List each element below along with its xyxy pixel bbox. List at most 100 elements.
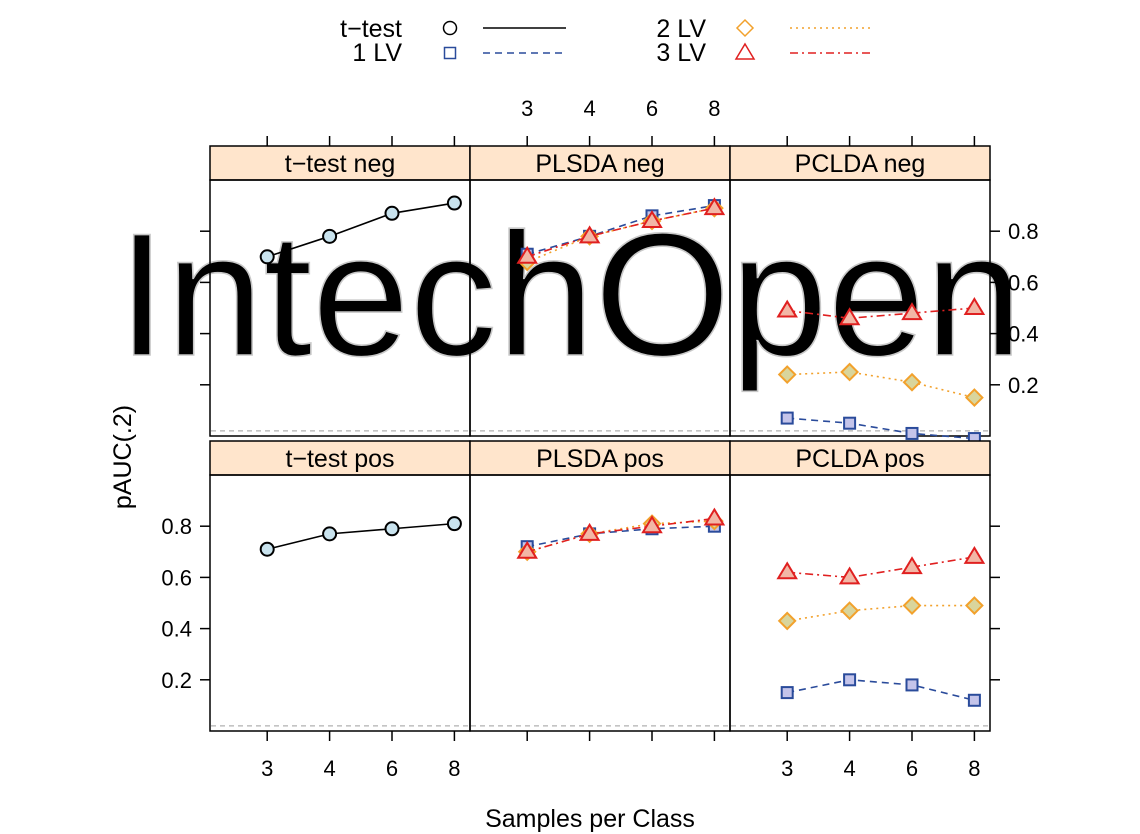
data-point-2-lv bbox=[840, 362, 860, 382]
legend-marker-3-lv bbox=[734, 42, 756, 60]
y-tick-label-right: 0.6 bbox=[1008, 270, 1039, 295]
y-tick-label-left: 0.6 bbox=[161, 565, 192, 590]
legend-marker-1-lv bbox=[443, 46, 457, 60]
series-line-2-lv bbox=[787, 371, 975, 399]
data-point-2-lv bbox=[777, 611, 797, 631]
panel-frame-pclda-neg bbox=[729, 179, 991, 437]
data-point-3-lv bbox=[578, 522, 601, 541]
legend-label-1-lv: 1 LV bbox=[352, 39, 402, 67]
panel-plsda-pos: PLSDA pos bbox=[469, 440, 731, 732]
data-point-3-lv bbox=[776, 299, 798, 318]
data-point-t-test bbox=[446, 195, 462, 211]
panel-title-t-test-neg: t−test neg bbox=[285, 150, 396, 178]
data-point-1-lv bbox=[780, 411, 794, 425]
x-tick-label-bottom: 8 bbox=[968, 756, 980, 781]
x-tick-label-bottom: 3 bbox=[261, 756, 273, 781]
series-line-2-lv bbox=[526, 520, 715, 553]
legend-label-3-lv: 3 LV bbox=[656, 39, 706, 67]
panel-frame-pclda-pos bbox=[729, 474, 991, 732]
y-tick-label-left: 0.2 bbox=[161, 668, 192, 693]
data-point-t-test bbox=[259, 541, 275, 557]
legend-label-2-lv: 2 LV bbox=[656, 15, 706, 43]
panel-frame-t-test-pos bbox=[209, 474, 471, 732]
y-axis-title: pAUC(.2) bbox=[109, 405, 137, 509]
x-tick-label-bottom: 4 bbox=[323, 756, 335, 781]
data-point-3-lv bbox=[901, 556, 923, 575]
x-axis-title: Samples per Class bbox=[485, 805, 695, 833]
series-line-3-lv bbox=[787, 556, 975, 579]
data-point-3-lv bbox=[703, 507, 726, 526]
data-point-1-lv bbox=[780, 686, 794, 700]
data-point-1-lv bbox=[967, 693, 981, 707]
x-tick-label-bottom: 3 bbox=[781, 756, 793, 781]
series-line-3-lv bbox=[526, 517, 715, 553]
y-tick-label-right: 0.4 bbox=[1008, 322, 1039, 347]
series-line-t-test bbox=[267, 522, 455, 551]
panel-title-t-test-pos: t−test pos bbox=[285, 445, 394, 473]
data-point-3-lv bbox=[838, 566, 861, 585]
panel-title-pclda-pos: PCLDA pos bbox=[795, 445, 924, 473]
y-tick-label-left: 0.8 bbox=[161, 514, 192, 539]
x-tick-label-top: 6 bbox=[646, 96, 658, 121]
y-tick-label-right: 0.2 bbox=[1008, 373, 1039, 398]
x-tick-label-bottom: 4 bbox=[843, 756, 855, 781]
legend-marker-t-test bbox=[442, 20, 458, 36]
data-point-3-lv bbox=[641, 210, 663, 228]
x-tick-label-top: 3 bbox=[521, 96, 533, 121]
panel-title-plsda-pos: PLSDA pos bbox=[536, 445, 664, 473]
strip-pclda-neg bbox=[729, 145, 991, 181]
panel-t-test-pos: t−test pos bbox=[209, 440, 471, 732]
y-tick-label-left: 0.4 bbox=[161, 617, 192, 642]
panel-plsda-neg: PLSDA neg bbox=[469, 145, 731, 437]
data-point-2-lv bbox=[902, 596, 922, 615]
data-point-3-lv bbox=[963, 545, 986, 564]
data-point-2-lv bbox=[902, 372, 922, 392]
data-point-2-lv bbox=[777, 365, 797, 384]
x-tick-label-bottom: 6 bbox=[386, 756, 398, 781]
panel-pclda-pos: PCLDA pos bbox=[729, 440, 991, 732]
data-point-3-lv bbox=[641, 515, 663, 534]
strip-pclda-pos bbox=[729, 440, 991, 476]
watermark: IntechOpen bbox=[118, 198, 1023, 393]
data-point-3-lv bbox=[703, 197, 726, 216]
data-point-t-test bbox=[446, 516, 462, 532]
series-line-3-lv bbox=[526, 207, 715, 258]
panel-pclda-neg: PCLDA neg bbox=[729, 145, 991, 446]
data-point-3-lv bbox=[776, 561, 798, 580]
data-point-1-lv bbox=[843, 673, 857, 687]
x-tick-label-top: 4 bbox=[583, 96, 595, 121]
data-point-1-lv bbox=[905, 678, 919, 692]
data-point-2-lv bbox=[840, 601, 860, 621]
data-point-3-lv bbox=[963, 297, 986, 315]
series-line-t-test bbox=[266, 202, 455, 258]
x-tick-label-top: 8 bbox=[708, 96, 720, 121]
data-point-3-lv bbox=[516, 245, 538, 264]
data-point-3-lv bbox=[838, 307, 861, 326]
series-line-3-lv bbox=[787, 307, 975, 320]
y-tick-label-right: 0.8 bbox=[1008, 219, 1039, 244]
series-line-2-lv bbox=[526, 207, 715, 263]
x-tick-label-bottom: 6 bbox=[906, 756, 918, 781]
data-point-t-test bbox=[322, 228, 338, 244]
data-point-3-lv bbox=[901, 302, 923, 321]
data-point-2-lv bbox=[964, 388, 984, 408]
panel-frame-plsda-pos bbox=[469, 474, 731, 732]
data-point-1-lv bbox=[843, 416, 857, 430]
panel-title-pclda-neg: PCLDA neg bbox=[795, 150, 926, 178]
data-point-t-test bbox=[384, 205, 400, 221]
series-line-2-lv bbox=[787, 604, 975, 622]
legend-label-t-test: t−test bbox=[340, 15, 402, 43]
data-point-t-test bbox=[322, 526, 338, 542]
series-line-1-lv bbox=[526, 204, 715, 256]
data-point-3-lv bbox=[516, 540, 538, 559]
x-tick-label-bottom: 8 bbox=[448, 756, 460, 781]
series-line-1-lv bbox=[527, 525, 715, 548]
series-line-1-lv bbox=[787, 678, 975, 702]
series-line-1-lv bbox=[787, 417, 975, 440]
strip-t-test-pos bbox=[209, 440, 471, 476]
data-point-t-test bbox=[259, 249, 275, 265]
panel-t-test-neg: t−test neg bbox=[209, 145, 471, 437]
data-point-t-test bbox=[384, 521, 400, 537]
